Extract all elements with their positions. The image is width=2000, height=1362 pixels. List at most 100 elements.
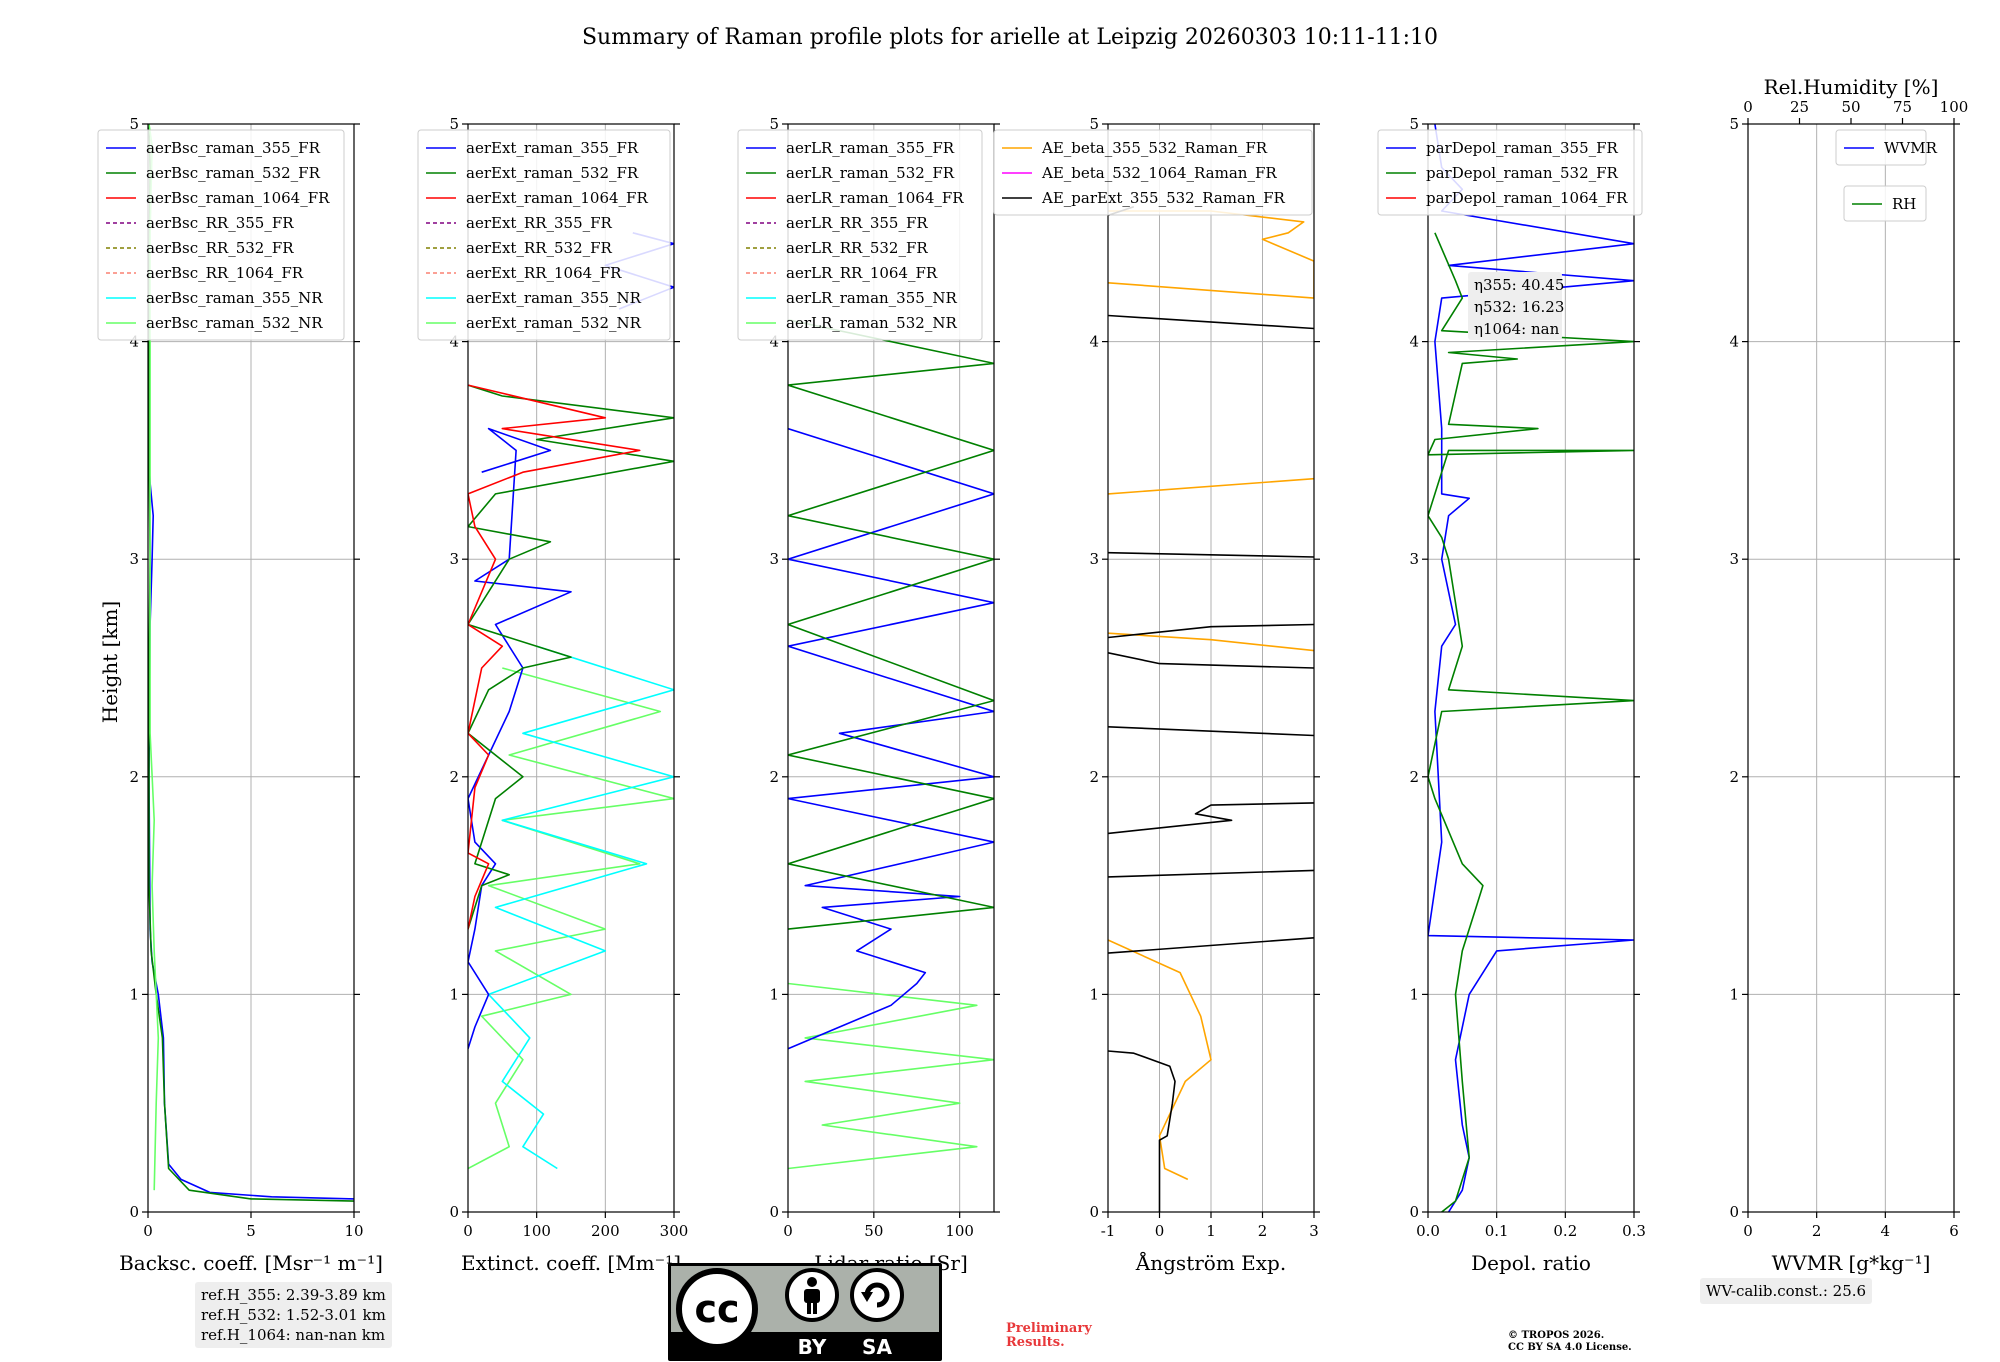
ytick-label: 5 — [1089, 115, 1099, 133]
legend-box — [417, 129, 671, 341]
legend-box — [993, 129, 1313, 216]
xtick-label: 0.2 — [1553, 1222, 1577, 1240]
legend-label: aerBsc_RR_1064_FR — [146, 264, 304, 282]
panel-extinction: 0 1 2 3 4 5 0 100 200 300 Extinct. coeff. [Mm⁻¹] ae… — [417, 115, 689, 1275]
series-parDepol_raman_532_FR — [1428, 232, 1634, 1212]
ytick-label: 3 — [1729, 550, 1739, 568]
legend-label: aerBsc_raman_1064_FR — [146, 189, 330, 207]
cc-by-sa-license-badge: cc BY SA — [668, 1263, 942, 1361]
xtick-label: 100 — [945, 1222, 974, 1240]
ytick-label: 0 — [449, 1203, 459, 1221]
ytick-label: 3 — [129, 550, 139, 568]
x-axis-label: Depol. ratio — [1471, 1251, 1591, 1275]
legend: aerBsc_raman_355_FR aerBsc_raman_532_FRae… — [97, 129, 345, 341]
ytick-label: 4 — [1729, 333, 1739, 351]
legend-label: AE_beta_532_1064_Raman_FR — [1041, 164, 1277, 182]
legend-label: parDepol_raman_532_FR — [1426, 164, 1619, 182]
eta-annotation: η355: 40.45 η532: 16.23 η1064: nan — [1468, 271, 1564, 340]
xtick-label: 1 — [1206, 1222, 1216, 1240]
preliminary-results-note: Preliminary Results. — [1006, 1322, 1092, 1350]
x-axis-label: Backsc. coeff. [Msr⁻¹ m⁻¹] — [119, 1251, 383, 1275]
xtick-label: 0 — [1155, 1222, 1165, 1240]
ytick-label: 5 — [769, 115, 779, 133]
reference-height-box: ref.H_355: 2.39-3.89 km ref.H_532: 1.52-… — [195, 1282, 392, 1348]
wv-calibration-box: WV-calib.const.: 25.6 — [1700, 1278, 1873, 1304]
legend-box — [1835, 129, 1927, 166]
ytick-label: 1 — [1409, 985, 1419, 1003]
copyright-line-1: © TROPOS 2026. — [1508, 1330, 1605, 1341]
ytick-label: 5 — [129, 115, 139, 133]
xtick-label: 6 — [1949, 1222, 1959, 1240]
legend-label: WVMR — [1884, 139, 1938, 157]
xtick-label: 0 — [143, 1222, 153, 1240]
ytick-label: 4 — [129, 333, 139, 351]
ytick-label: 0 — [1409, 1203, 1419, 1221]
ytick-label: 2 — [1089, 768, 1099, 786]
series-aerExt_raman_355_FR — [468, 427, 572, 1050]
series-group — [468, 232, 674, 1170]
ytick-label: 1 — [1729, 985, 1739, 1003]
preliminary-line-2: Results. — [1006, 1335, 1065, 1350]
series-aerExt_raman_532_NR — [468, 667, 674, 1170]
ytick-label: 0 — [1729, 1203, 1739, 1221]
legend-label: aerLR_raman_1064_FR — [786, 189, 964, 207]
ytick-label: 0 — [1089, 1203, 1099, 1221]
series-AE_parExt_355_532_Raman_FR_e — [1108, 726, 1314, 737]
xtick-label: 10 — [344, 1222, 363, 1240]
top-xtick-label: 25 — [1790, 98, 1809, 116]
ytick-label: 3 — [449, 550, 459, 568]
x-axis-label: WVMR [g*kg⁻¹] — [1772, 1251, 1931, 1275]
xtick-label: 2 — [1812, 1222, 1822, 1240]
axes-frame — [1427, 123, 1635, 1213]
ytick-label: 2 — [1409, 768, 1419, 786]
xtick-label: 0.0 — [1416, 1222, 1440, 1240]
ytick-label: 3 — [1409, 550, 1419, 568]
series-AE_parExt_355_532_Raman_FR_f — [1108, 652, 1314, 669]
sa-label: SA — [862, 1335, 892, 1359]
legend-label: aerLR_RR_355_FR — [786, 214, 928, 232]
xtick-label: 300 — [660, 1222, 689, 1240]
x-axis-label: Extinct. coeff. [Mm⁻¹] — [461, 1251, 681, 1275]
ytick-label: 1 — [769, 985, 779, 1003]
legend-label: aerExt_raman_1064_FR — [466, 189, 648, 207]
annotation-box — [1468, 271, 1562, 340]
figure-title: Summary of Raman profile plots for ariel… — [582, 25, 1438, 50]
ytick-label: 1 — [449, 985, 459, 1003]
legend: RH — [1843, 185, 1927, 222]
xtick-label: 0.1 — [1485, 1222, 1509, 1240]
panel-lidar_ratio: 012345050100Lidar ratio [Sr]aerLR_raman_… — [737, 115, 1000, 1275]
xtick-label: 100 — [522, 1222, 551, 1240]
xtick-label: 0.3 — [1622, 1222, 1646, 1240]
series-AE_parExt_355_532_Raman_FR_b — [1108, 937, 1314, 954]
series-AE_parExt_355_532_Raman_FR_h — [1108, 551, 1314, 558]
xtick-label: 2 — [1258, 1222, 1268, 1240]
ytick-label: 2 — [769, 768, 779, 786]
legend-label: aerBsc_raman_355_FR — [146, 139, 321, 157]
legend-box — [1843, 185, 1927, 222]
legend-label: aerBsc_RR_532_FR — [146, 239, 294, 257]
series-group — [1428, 124, 1634, 1212]
legend-label: aerBsc_raman_532_FR — [146, 164, 321, 182]
xtick-label: 200 — [591, 1222, 620, 1240]
axes-frame — [467, 123, 675, 1213]
panel-backscatter: 0 1 2 3 4 5 0 5 10 Backsc. coeff. [Msr⁻¹ m⁻¹] aerB… — [97, 115, 383, 1275]
legend-box — [1377, 129, 1643, 216]
ref-h-355: ref.H_355: 2.39-3.89 km — [201, 1286, 386, 1304]
share-alike-icon — [850, 1268, 904, 1322]
series-aerExt_raman_532_FR — [468, 384, 674, 930]
annotation-line: η355: 40.45 — [1474, 276, 1564, 294]
ytick-label: 2 — [1729, 768, 1739, 786]
ref-h-1064: ref.H_1064: nan-nan km — [201, 1326, 386, 1344]
series-AE_parExt_355_532_Raman_FR_i — [1108, 314, 1314, 330]
legend-label: aerExt_raman_355_FR — [466, 139, 639, 157]
ytick-label: 2 — [129, 768, 139, 786]
cc-circle-icon — [676, 1268, 758, 1350]
by-label: BY — [798, 1335, 827, 1359]
top-xtick-label: 0 — [1743, 98, 1753, 116]
legend-label: aerExt_raman_532_FR — [466, 164, 639, 182]
series-aerExt_raman_1064_FR — [468, 384, 641, 930]
legend-label: aerLR_raman_532_FR — [786, 164, 955, 182]
